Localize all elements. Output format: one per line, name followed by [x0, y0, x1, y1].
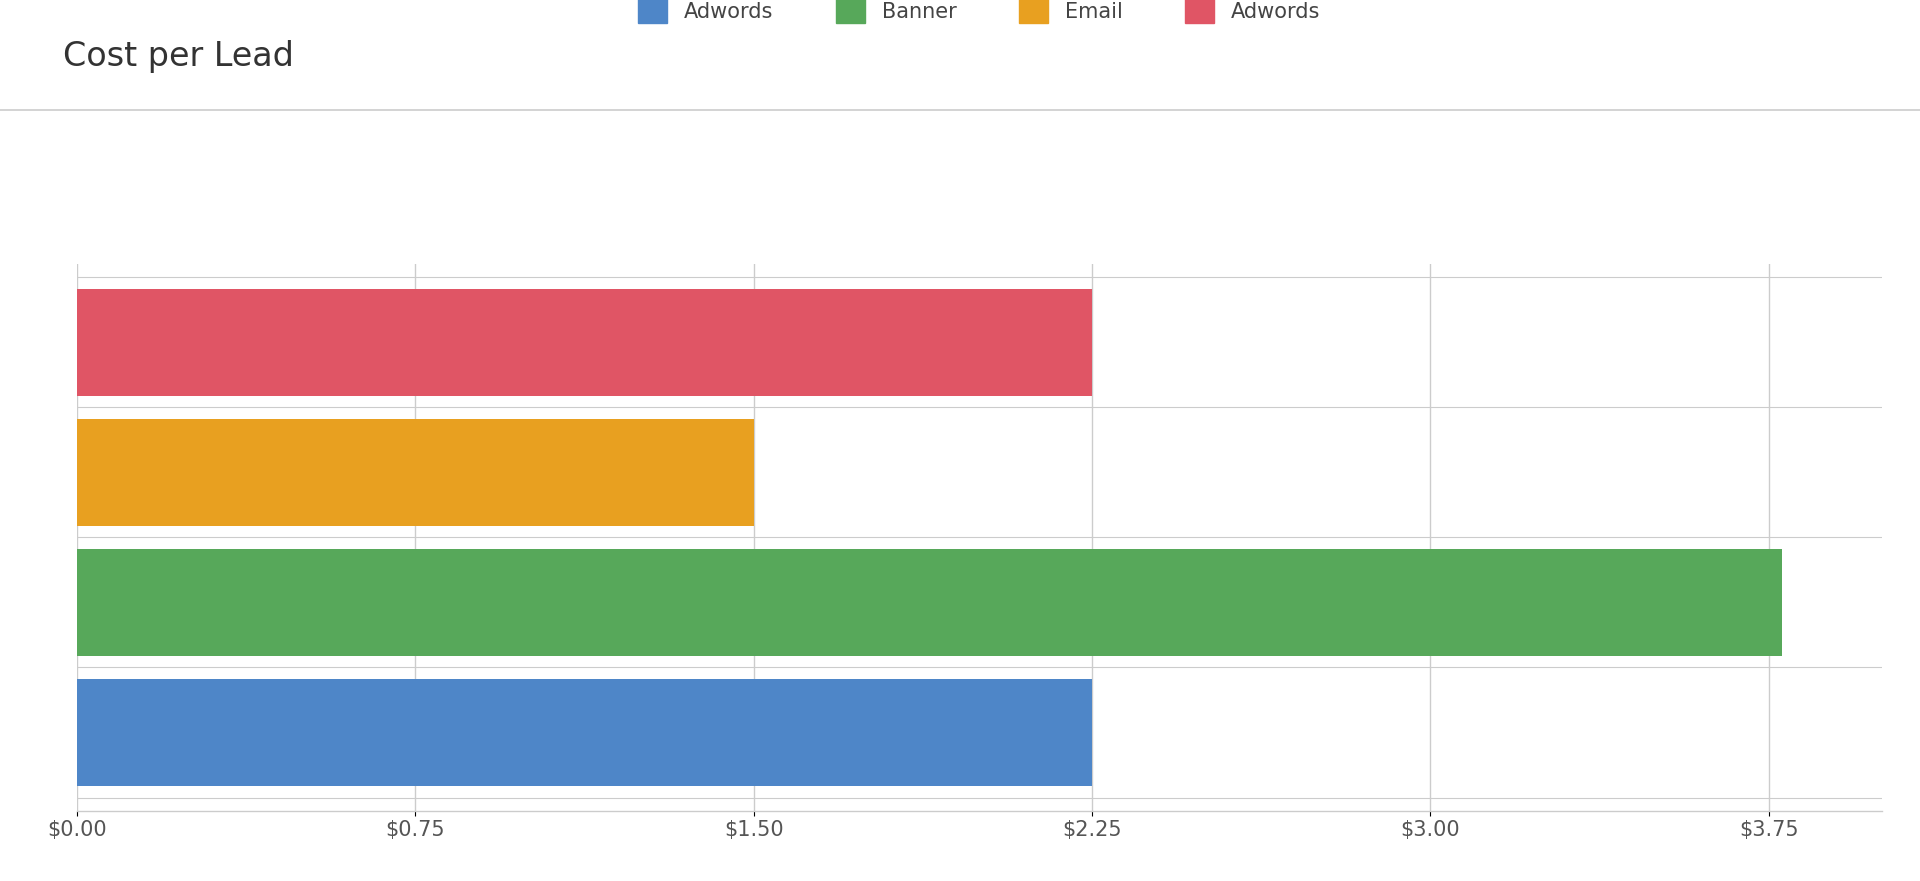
Bar [77, 549, 1782, 655]
Text: Cost per Lead: Cost per Lead [63, 40, 294, 72]
Legend: Adwords, Banner, Email, Adwords: Adwords, Banner, Email, Adwords [630, 0, 1329, 32]
Bar [77, 419, 753, 526]
Bar [77, 679, 1092, 786]
Bar [77, 289, 1092, 396]
